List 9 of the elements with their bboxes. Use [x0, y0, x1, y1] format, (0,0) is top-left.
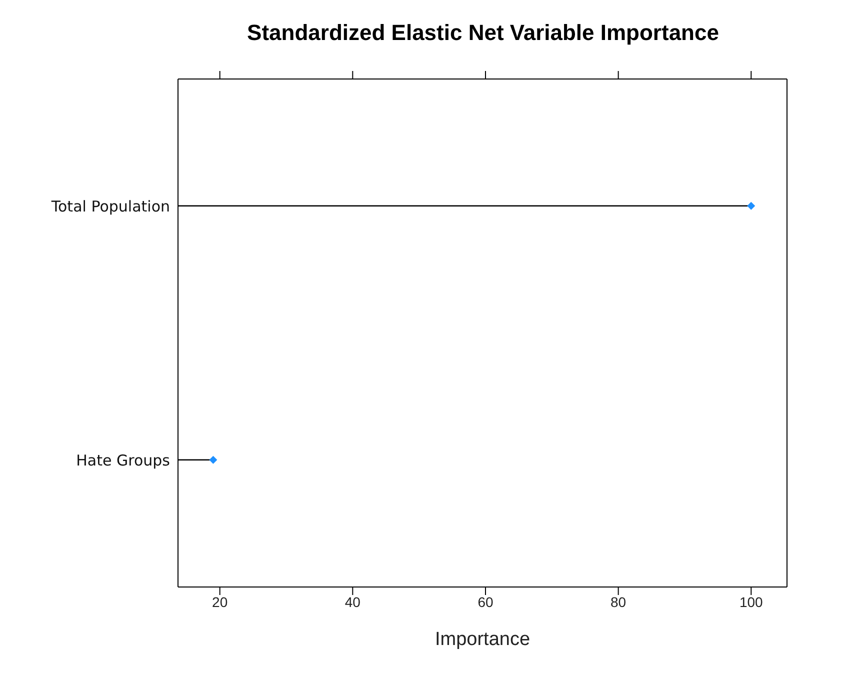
- x-tick-label: 80: [610, 594, 626, 610]
- y-tick-label: Hate Groups: [76, 451, 170, 470]
- x-tick-label: 100: [739, 594, 764, 610]
- chart-title: Standardized Elastic Net Variable Importance: [246, 20, 720, 46]
- y-tick-label: Total Population: [50, 197, 170, 216]
- x-tick-label: 20: [212, 594, 228, 610]
- x-tick-label: 60: [478, 594, 494, 610]
- x-tick-label: 40: [344, 594, 361, 610]
- x-axis-title: Importance: [434, 629, 530, 650]
